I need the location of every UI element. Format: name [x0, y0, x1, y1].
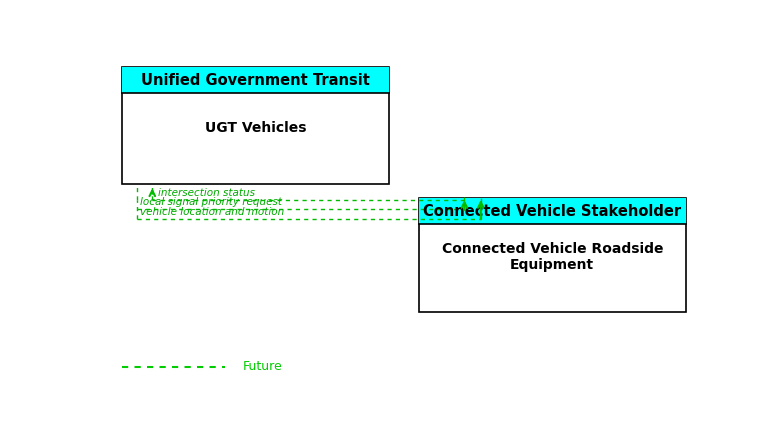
- Text: Connected Vehicle Roadside
Equipment: Connected Vehicle Roadside Equipment: [442, 242, 663, 273]
- Text: vehicle location and motion: vehicle location and motion: [140, 207, 285, 217]
- Text: Future: Future: [243, 360, 283, 373]
- Bar: [419, 198, 686, 224]
- Text: Unified Government Transit: Unified Government Transit: [141, 73, 370, 88]
- Bar: [122, 67, 389, 93]
- Text: UGT Vehicles: UGT Vehicles: [205, 121, 306, 135]
- Text: local signal priority request: local signal priority request: [140, 198, 282, 207]
- Bar: [419, 198, 686, 312]
- Text: intersection status: intersection status: [159, 188, 256, 198]
- Text: Connected Vehicle Stakeholder: Connected Vehicle Stakeholder: [423, 203, 681, 219]
- Bar: [122, 67, 389, 185]
